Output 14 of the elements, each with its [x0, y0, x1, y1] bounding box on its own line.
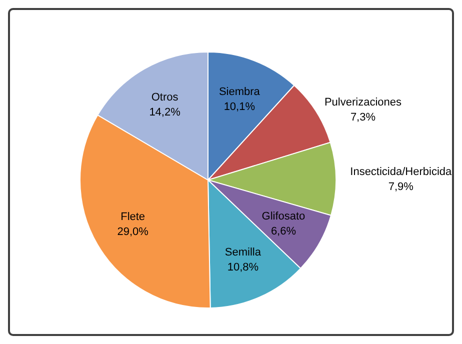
data-label: 7,9% — [388, 180, 414, 193]
data-label: 10,8% — [227, 262, 259, 274]
slice-label: Pulverizaciones — [324, 96, 402, 108]
data-label: 7,3% — [350, 111, 376, 124]
slice-label: Insecticida/Herbicida — [350, 166, 453, 178]
slice-label: Glifosato — [262, 210, 306, 222]
data-label: 6,6% — [270, 225, 296, 238]
slice-label: Otros — [151, 91, 179, 104]
slice-label: Siembra — [218, 86, 261, 98]
data-label: 10,1% — [224, 100, 256, 113]
slice-label: Semilla — [224, 246, 262, 259]
data-label: 14,2% — [149, 106, 181, 118]
slice-label: Flete — [120, 210, 146, 223]
data-label: 29,0% — [117, 226, 149, 238]
